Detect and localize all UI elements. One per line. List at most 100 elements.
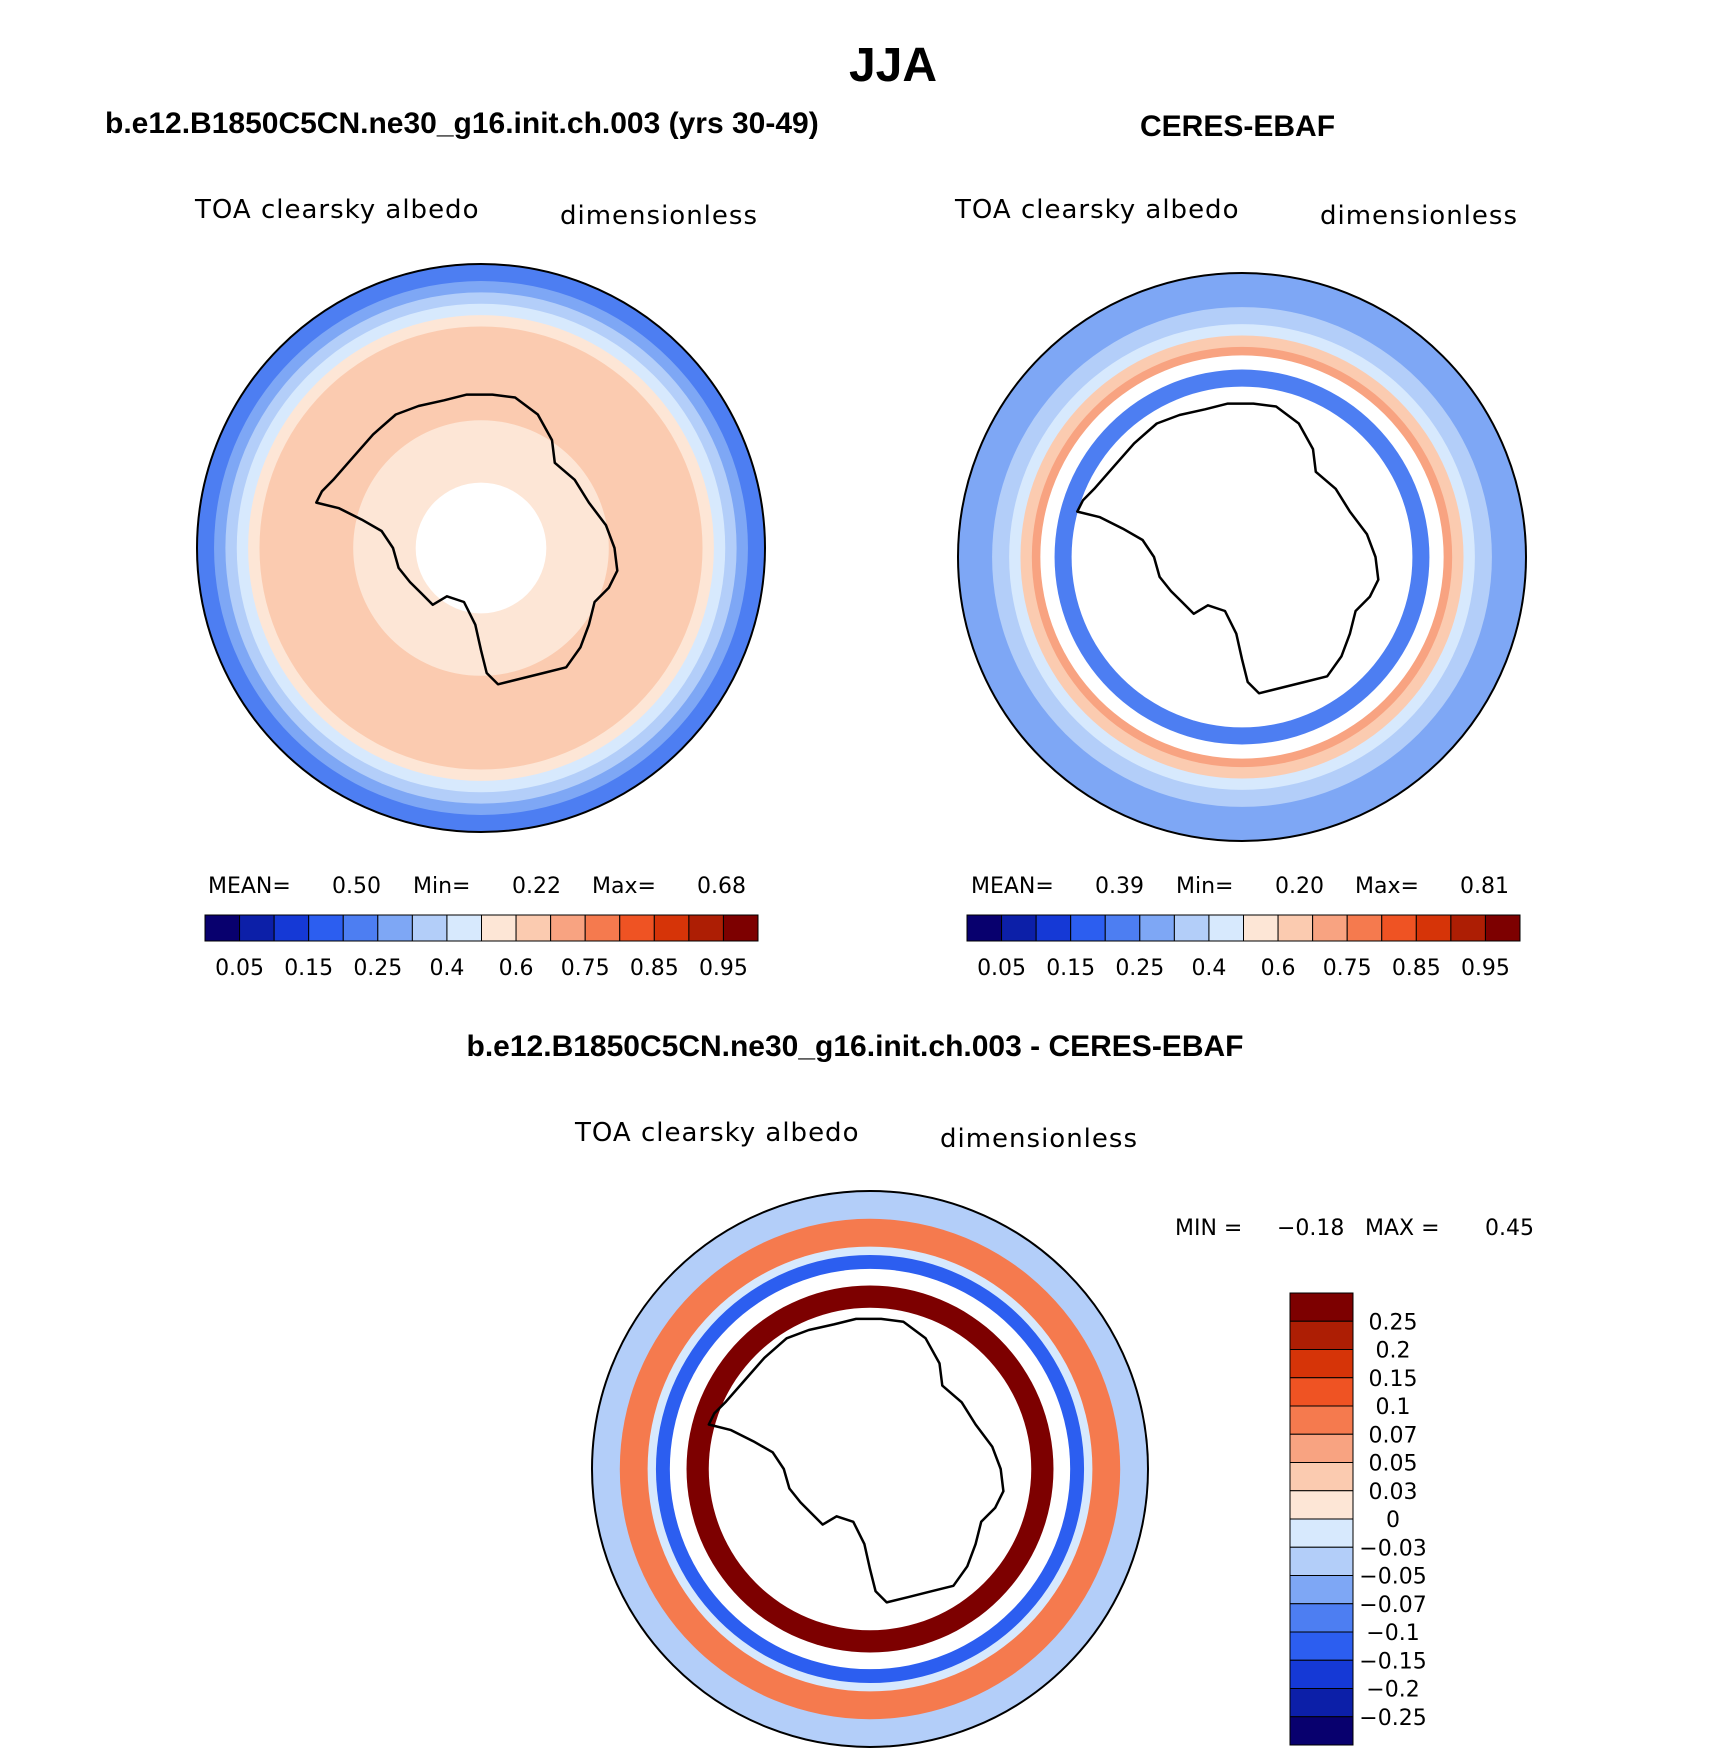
colorbar-right-tick-6: 0.85	[1392, 956, 1441, 981]
map-border-diff	[591, 1190, 1149, 1748]
right-mean-value: 0.39	[1095, 874, 1144, 899]
colorbar-left-cell-13	[653, 914, 690, 942]
colorbar-diff-cell-12	[1289, 1631, 1354, 1661]
diff-variable-label: TOA clearsky albedo	[575, 1118, 860, 1148]
colorbar-right-cell-6	[1173, 914, 1210, 942]
diff-max-label: MAX =	[1365, 1216, 1440, 1241]
colorbar-right-cell-13	[1415, 914, 1452, 942]
left-max-value: 0.68	[697, 874, 746, 899]
colorbar-diff-cell-10	[1289, 1575, 1354, 1605]
colorbar-diff-tick-1: 0.2	[1376, 1339, 1411, 1364]
colorbar-diff-cell-1	[1289, 1320, 1354, 1350]
colorbar-diff-cell-0	[1289, 1292, 1354, 1322]
right-mean-label: MEAN=	[971, 874, 1054, 899]
colorbar-left-cell-6	[411, 914, 448, 942]
colorbar-left-cell-7	[446, 914, 482, 942]
colorbar-diff-cell-13	[1289, 1659, 1354, 1689]
left-max-label: Max=	[592, 874, 656, 899]
colorbar-diff-cell-15	[1289, 1716, 1354, 1746]
colorbar-right-tick-2: 0.25	[1115, 956, 1164, 981]
left-panel-title: b.e12.B1850C5CN.ne30_g16.init.ch.003 (yr…	[105, 107, 819, 140]
map-right	[957, 272, 1527, 842]
left-units-label: dimensionless	[560, 201, 758, 231]
antarctica-coastline-diff	[707, 1317, 1005, 1604]
antarctica-coastline-right	[1076, 402, 1380, 695]
colorbar-right-cell-14	[1450, 914, 1486, 942]
colorbar-left-cell-15	[722, 914, 759, 942]
colorbar-right-cell-0	[966, 914, 1003, 942]
colorbar-right-cell-1	[1001, 914, 1037, 942]
colorbar-diff-cell-5	[1289, 1433, 1354, 1463]
colorbar-diff-cell-6	[1289, 1462, 1354, 1492]
diff-min-label: MIN =	[1175, 1216, 1243, 1241]
right-min-label: Min=	[1176, 874, 1234, 899]
colorbar-diff-cell-8	[1289, 1518, 1354, 1548]
colorbar-diff-tick-4: 0.07	[1369, 1423, 1418, 1448]
left-variable-label: TOA clearsky albedo	[195, 195, 480, 225]
colorbar-right-cell-11	[1346, 914, 1383, 942]
right-panel-title: CERES-EBAF	[1140, 110, 1336, 143]
colorbar-right-cell-8	[1243, 914, 1279, 942]
colorbar-left-cell-1	[239, 914, 275, 942]
diff-panel-title: b.e12.B1850C5CN.ne30_g16.init.ch.003 - C…	[466, 1030, 1244, 1063]
colorbar-right-tick-1: 0.15	[1046, 956, 1095, 981]
colorbar-right-tick-0: 0.05	[977, 956, 1026, 981]
colorbar-left-cell-0	[204, 914, 241, 942]
colorbar-diff-tick-8: −0.03	[1359, 1536, 1426, 1561]
colorbar-right-tick-4: 0.6	[1261, 956, 1296, 981]
colorbar-right-tick-5: 0.75	[1323, 956, 1372, 981]
map-diff	[591, 1190, 1149, 1748]
colorbar-right-tick-3: 0.4	[1191, 956, 1226, 981]
page-title: JJA	[848, 39, 938, 92]
map-border-left	[196, 263, 766, 833]
colorbar-left-tick-7: 0.95	[699, 956, 748, 981]
colorbar-diff-tick-0: 0.25	[1369, 1310, 1418, 1335]
map-left	[196, 263, 766, 833]
right-variable-label: TOA clearsky albedo	[955, 195, 1240, 225]
colorbar-left-tick-0: 0.05	[215, 956, 264, 981]
field-band-diff-6	[708, 1307, 1032, 1631]
map-border-right	[957, 272, 1527, 842]
colorbar-right-cell-3	[1070, 914, 1106, 942]
colorbar-left-cell-3	[308, 914, 344, 942]
colorbar-right-cell-5	[1139, 914, 1175, 942]
colorbar-left-cell-4	[342, 914, 379, 942]
colorbar-left-tick-4: 0.6	[499, 956, 534, 981]
colorbar-right-cell-12	[1381, 914, 1417, 942]
colorbar-right-cell-2	[1035, 914, 1072, 942]
colorbar-left-cell-2	[273, 914, 310, 942]
colorbar-diff-tick-10: −0.07	[1359, 1593, 1426, 1618]
colorbar-right-cell-9	[1277, 914, 1314, 942]
colorbar-right-cell-7	[1208, 914, 1244, 942]
colorbar-diff-tick-14: −0.25	[1359, 1706, 1426, 1731]
right-units-label: dimensionless	[1320, 201, 1518, 231]
right-max-label: Max=	[1355, 874, 1419, 899]
colorbar-diff-cell-2	[1289, 1349, 1354, 1379]
colorbar-diff-tick-9: −0.05	[1359, 1565, 1426, 1590]
colorbar-left-tick-2: 0.25	[353, 956, 402, 981]
colorbar-diff-tick-2: 0.15	[1369, 1367, 1418, 1392]
colorbar-diff-cell-7	[1289, 1490, 1354, 1520]
colorbar-left-cell-14	[688, 914, 724, 942]
colorbar-left-cell-8	[481, 914, 517, 942]
colorbar-right-cell-10	[1312, 914, 1348, 942]
colorbar-diff-tick-3: 0.1	[1376, 1395, 1411, 1420]
field-band-left-7	[415, 482, 547, 614]
colorbar-diff-tick-6: 0.03	[1369, 1480, 1418, 1505]
colorbar-right-cell-4	[1104, 914, 1141, 942]
colorbar-diff-cell-9	[1289, 1546, 1354, 1576]
colorbar-diff-cell-4	[1289, 1405, 1354, 1435]
antarctica-coastline-left	[315, 393, 619, 686]
colorbar-left-cell-10	[550, 914, 586, 942]
colorbar-left-cell-5	[377, 914, 413, 942]
colorbar-left-tick-5: 0.75	[561, 956, 610, 981]
colorbar-left-tick-6: 0.85	[630, 956, 679, 981]
colorbar-diff-cell-14	[1289, 1688, 1354, 1718]
left-mean-label: MEAN=	[208, 874, 291, 899]
colorbar-left-tick-3: 0.4	[429, 956, 464, 981]
colorbar-diff-tick-12: −0.15	[1359, 1649, 1426, 1674]
colorbar-left-cell-12	[619, 914, 655, 942]
colorbar-right-cell-15	[1484, 914, 1521, 942]
colorbar-right-tick-7: 0.95	[1461, 956, 1510, 981]
